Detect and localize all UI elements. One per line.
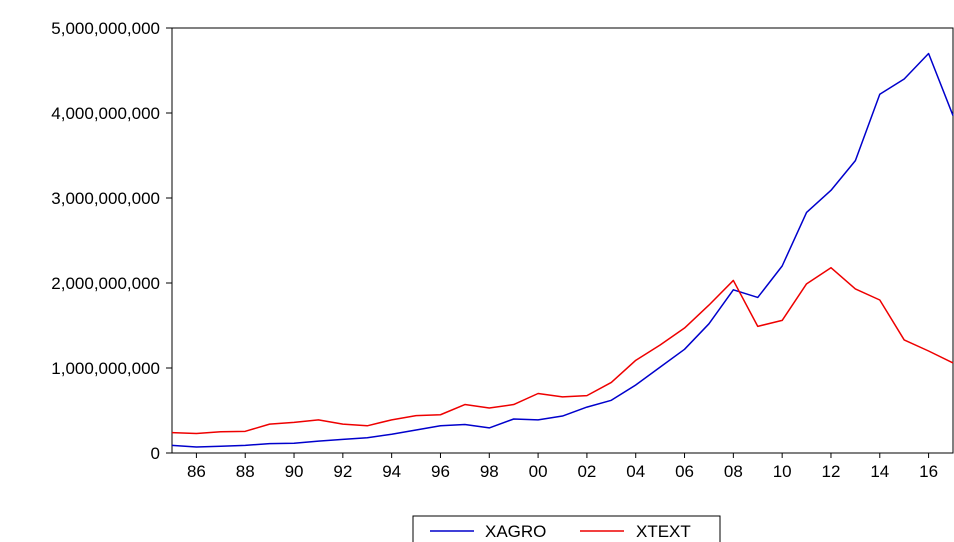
x-tick-label: 92 [333,462,352,481]
x-tick-label: 08 [724,462,743,481]
x-tick-label: 96 [431,462,450,481]
legend-label-xagro: XAGRO [485,522,546,541]
y-tick-label: 5,000,000,000 [51,19,160,38]
x-tick-label: 88 [236,462,255,481]
y-tick-label: 0 [151,444,160,463]
x-tick-label: 00 [529,462,548,481]
y-tick-label: 2,000,000,000 [51,274,160,293]
y-tick-label: 1,000,000,000 [51,359,160,378]
series-layer [171,52,954,448]
y-axis: 0 1,000,000,000 2,000,000,000 3,000,000,000… [51,19,172,463]
x-tick-label: 86 [187,462,206,481]
legend: XAGRO XTEXT [412,515,721,542]
x-axis: 86 88 90 92 94 96 98 00 02 04 06 08 10 12 14 16 [187,453,938,481]
x-tick-label: 98 [480,462,499,481]
legend-label-xtext: XTEXT [636,522,691,541]
plot-border [171,27,954,454]
x-tick-label: 02 [577,462,596,481]
x-tick-label: 94 [382,462,401,481]
series-line-xagro [171,52,954,448]
x-tick-label: 04 [626,462,645,481]
series-line-xtext [171,266,954,435]
x-tick-label: 12 [822,462,841,481]
x-tick-label: 90 [285,462,304,481]
x-tick-label: 06 [675,462,694,481]
legend-box [412,515,721,542]
x-tick-label: 10 [773,462,792,481]
x-tick-label: 16 [919,462,938,481]
plot-area [171,27,954,454]
y-tick-label: 4,000,000,000 [51,104,160,123]
x-tick-label: 14 [870,462,889,481]
y-tick-label: 3,000,000,000 [51,189,160,208]
